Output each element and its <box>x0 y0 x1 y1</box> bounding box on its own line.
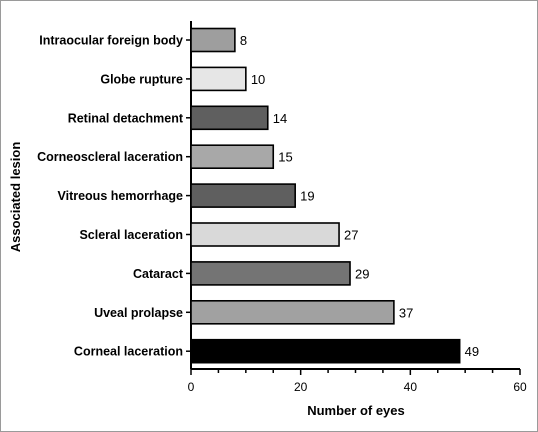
x-tick-label: 40 <box>404 380 418 394</box>
bar <box>190 261 351 286</box>
value-label: 37 <box>399 305 413 320</box>
value-label: 10 <box>251 72 265 87</box>
category-label: Scleral laceration <box>79 228 183 242</box>
bar <box>190 105 269 131</box>
x-tick-label: 60 <box>513 380 527 394</box>
bar <box>190 144 275 169</box>
category-label: Vitreous hemorrhage <box>57 189 183 203</box>
chart-marks: 0 20 40 60 Intraocular foreign body 8 Globe ru… <box>37 21 527 394</box>
bar <box>190 183 296 208</box>
x-tick-label: 20 <box>294 380 308 394</box>
value-label: 8 <box>240 33 247 48</box>
x-tick-label: 0 <box>188 380 195 394</box>
value-label: 27 <box>344 228 358 243</box>
bar <box>190 66 247 92</box>
value-label: 49 <box>465 344 479 359</box>
x-axis-title: Number of eyes <box>307 403 405 418</box>
bar <box>190 299 395 325</box>
value-label: 14 <box>273 111 287 126</box>
value-label: 29 <box>355 266 369 281</box>
bar <box>190 222 340 247</box>
bar <box>190 338 461 364</box>
y-axis-title: Associated lesion <box>8 142 23 253</box>
value-label: 19 <box>300 189 314 204</box>
value-label: 15 <box>278 150 292 165</box>
category-label: Retinal detachment <box>68 111 184 125</box>
category-label: Uveal prolapse <box>94 306 183 320</box>
category-label: Intraocular foreign body <box>39 34 183 48</box>
category-label: Globe rupture <box>100 72 183 86</box>
bar <box>190 27 236 53</box>
category-label: Corneoscleral laceration <box>37 150 183 164</box>
category-label: Cataract <box>133 267 184 281</box>
category-label: Corneal laceration <box>74 345 183 359</box>
